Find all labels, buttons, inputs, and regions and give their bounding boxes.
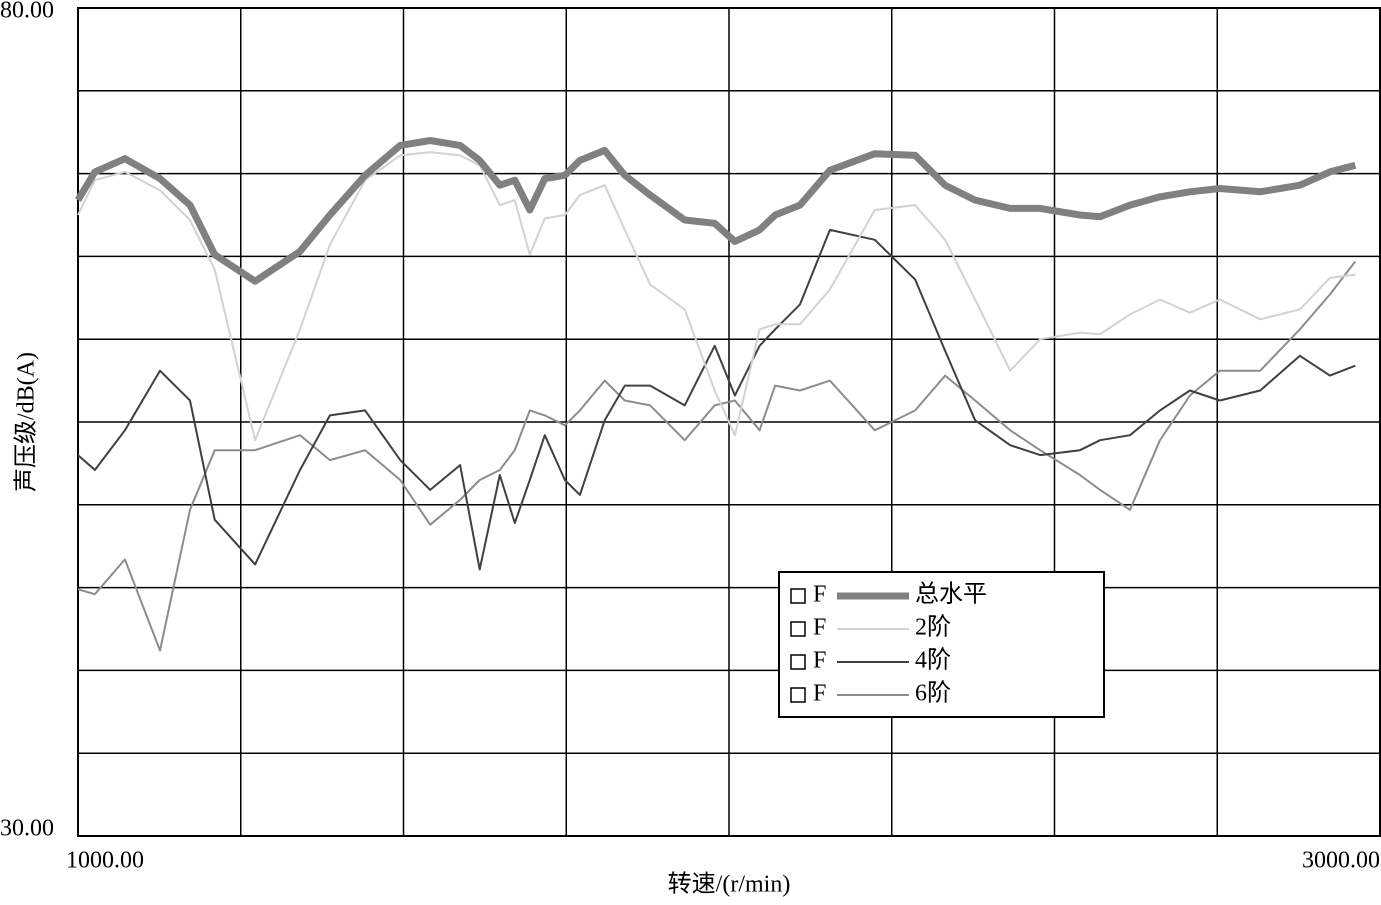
legend-prefix: F <box>813 615 826 641</box>
legend-label: 总水平 <box>915 581 987 608</box>
series-line <box>74 137 1357 285</box>
legend-label: 4阶 <box>915 647 951 674</box>
series-line <box>77 151 1356 442</box>
series-line <box>77 228 1356 571</box>
x-axis-label: 转速/(r/min) <box>668 871 791 898</box>
legend-label: 6阶 <box>915 680 951 707</box>
y-tick-label: 80.00 <box>0 0 54 24</box>
y-tick-label: 30.00 <box>0 816 54 842</box>
x-tick-label: 1000.00 <box>66 848 144 874</box>
legend-label: 2阶 <box>915 614 951 641</box>
legend-checkbox <box>790 588 806 604</box>
plot-frame <box>77 7 1381 837</box>
legend-checkbox <box>790 621 806 637</box>
legend-prefix: F <box>813 582 826 608</box>
legend-box <box>778 571 1105 718</box>
series-line <box>77 260 1357 652</box>
legend-prefix: F <box>813 681 826 707</box>
x-tick-label: 3000.00 <box>1302 848 1380 874</box>
legend-checkbox <box>790 654 806 670</box>
legend-prefix: F <box>813 648 826 674</box>
legend-checkbox <box>790 687 806 703</box>
y-axis-label: 声压级/dB(A) <box>13 352 40 492</box>
